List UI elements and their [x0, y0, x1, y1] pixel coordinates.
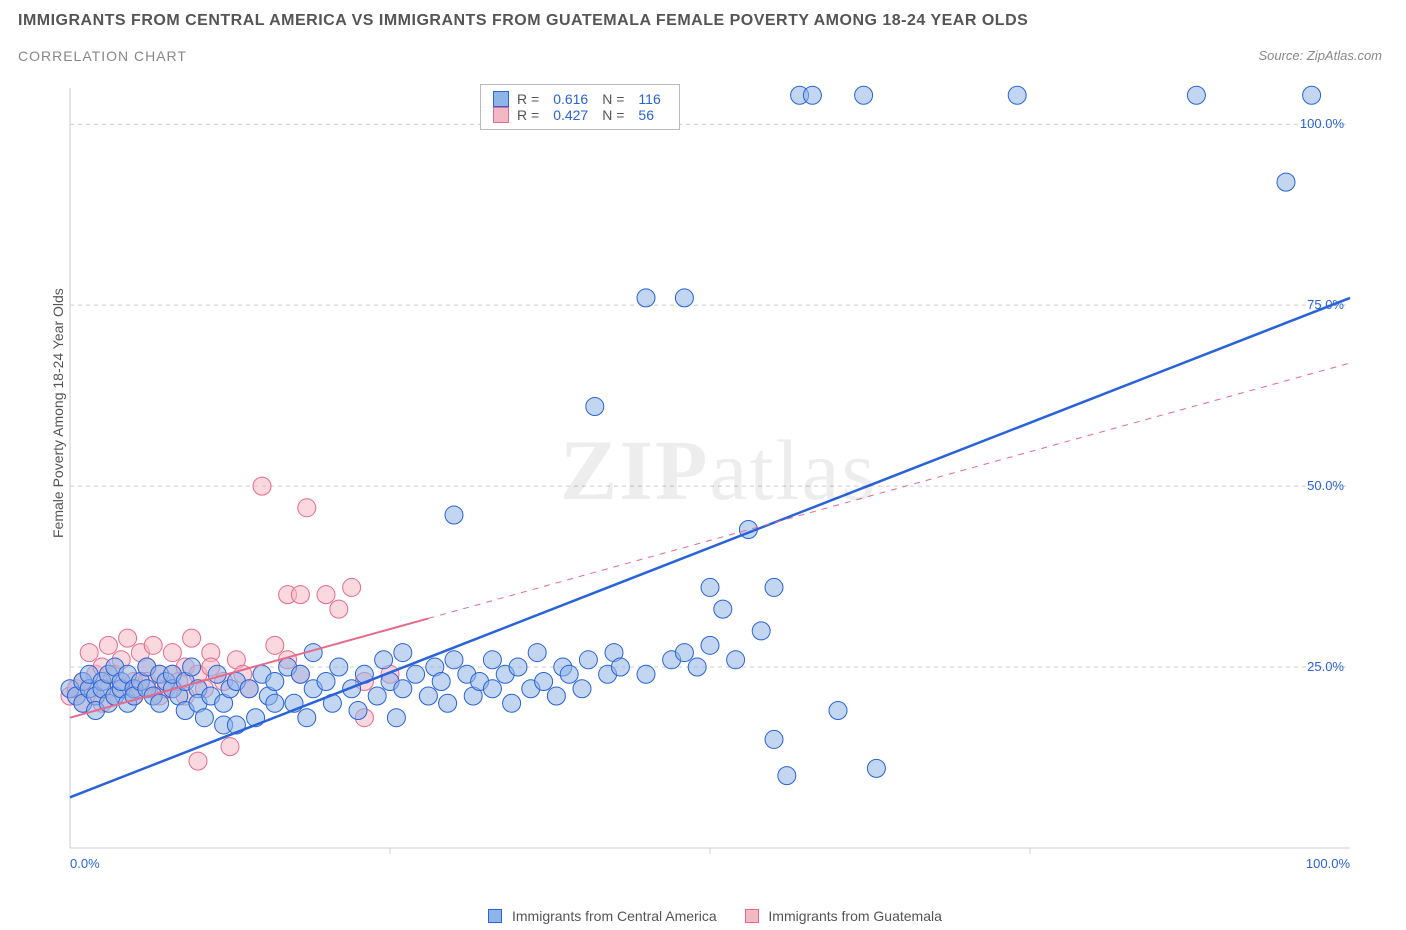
svg-text:75.0%: 75.0%: [1307, 297, 1344, 312]
stats-row-series-2: R = 0.427 N = 56: [493, 107, 667, 123]
svg-text:50.0%: 50.0%: [1307, 478, 1344, 493]
chart-title: IMMIGRANTS FROM CENTRAL AMERICA VS IMMIG…: [18, 12, 1028, 30]
r-label: R =: [517, 107, 539, 123]
n-value-series-1: 116: [638, 91, 660, 107]
chart-subtitle: CORRELATION CHART: [18, 48, 187, 64]
legend-swatch-2: [745, 909, 759, 923]
legend-label-2: Immigrants from Guatemala: [768, 908, 942, 924]
legend-label-1: Immigrants from Central America: [512, 908, 717, 924]
svg-text:25.0%: 25.0%: [1307, 659, 1344, 674]
n-label: N =: [602, 91, 624, 107]
svg-text:100.0%: 100.0%: [1306, 856, 1351, 871]
r-value-series-2: 0.427: [553, 107, 588, 123]
chart-svg: 25.0% 50.0% 75.0% 100.0% 0.0% 100.0%: [60, 78, 1380, 878]
source-attribution: Source: ZipAtlas.com: [1258, 48, 1382, 63]
legend-swatch-1: [488, 909, 502, 923]
correlation-stats-box: R = 0.616 N = 116 R = 0.427 N = 56: [480, 84, 680, 130]
bottom-legend: Immigrants from Central America Immigran…: [0, 908, 1406, 924]
swatch-series-2: [493, 107, 509, 123]
r-value-series-1: 0.616: [553, 91, 588, 107]
stats-row-series-1: R = 0.616 N = 116: [493, 91, 667, 107]
svg-text:0.0%: 0.0%: [70, 856, 100, 871]
svg-text:100.0%: 100.0%: [1300, 116, 1345, 131]
scatter-chart: Female Poverty Among 18-24 Year Olds 25.…: [60, 78, 1380, 878]
y-axis-label: Female Poverty Among 18-24 Year Olds: [50, 288, 66, 538]
n-value-series-2: 56: [638, 107, 654, 123]
r-label: R =: [517, 91, 539, 107]
swatch-series-1: [493, 91, 509, 107]
n-label: N =: [602, 107, 624, 123]
